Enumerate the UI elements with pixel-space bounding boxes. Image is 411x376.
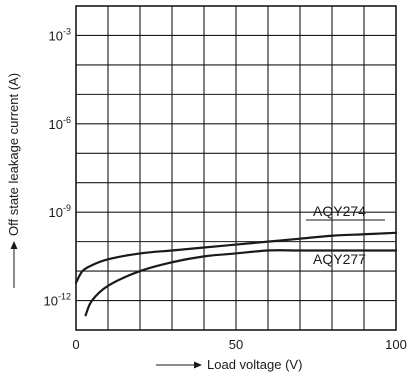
y-axis-label: Off state leakage current (A) bbox=[6, 73, 21, 288]
y-tick-label: 10-9 bbox=[49, 203, 71, 220]
series-layer bbox=[74, 219, 398, 317]
x-axis-arrowhead bbox=[194, 361, 202, 369]
series-label-aqy277: AQY277 bbox=[313, 251, 366, 267]
y-tick-label: 10-6 bbox=[49, 115, 71, 132]
plot-frame bbox=[75, 5, 397, 331]
grid bbox=[76, 6, 396, 330]
y-axis-title: Off state leakage current (A) bbox=[6, 73, 21, 236]
x-axis-title: Load voltage (V) bbox=[207, 357, 302, 372]
y-tick-labels: 10-3 10-6 10-9 10-12 bbox=[44, 26, 71, 308]
y-tick-label: 10-3 bbox=[49, 26, 71, 43]
x-tick-label: 100 bbox=[385, 337, 407, 352]
y-tick-label: 10-12 bbox=[44, 292, 71, 309]
y-axis-arrowhead bbox=[10, 241, 18, 249]
x-tick-label: 0 bbox=[72, 337, 79, 352]
series-line-aqy277 bbox=[84, 249, 398, 317]
x-tick-labels: 0 50 100 bbox=[72, 337, 406, 352]
series-label-aqy274: AQY274 bbox=[313, 203, 366, 219]
x-axis-label: Load voltage (V) bbox=[156, 357, 302, 372]
x-tick-label: 50 bbox=[229, 337, 243, 352]
series-line-aqy274 bbox=[74, 231, 398, 284]
